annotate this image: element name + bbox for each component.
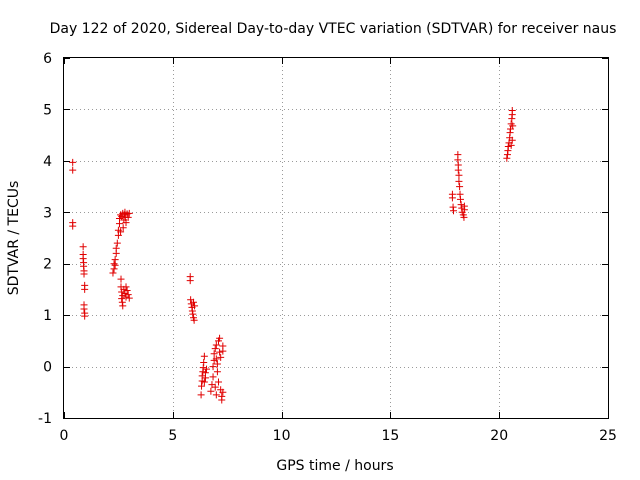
- data-point: [117, 275, 125, 283]
- data-point: [123, 286, 131, 294]
- data-point: [69, 166, 77, 174]
- data-point: [109, 269, 117, 277]
- data-point: [122, 283, 130, 291]
- y-axis-label: SDTVAR / TECUs: [6, 181, 22, 296]
- data-point: [503, 154, 511, 162]
- data-point: [455, 177, 463, 185]
- data-point: [119, 224, 127, 232]
- x-tick-label: 20: [490, 428, 508, 444]
- data-point: [455, 171, 463, 179]
- data-point: [197, 391, 205, 399]
- data-point: [217, 353, 225, 361]
- y-tick-label: 4: [43, 154, 52, 170]
- x-tick-label: 15: [381, 428, 399, 444]
- data-point: [125, 294, 133, 302]
- x-tick-label: 0: [60, 428, 69, 444]
- data-points: [69, 106, 517, 404]
- data-point: [448, 194, 456, 202]
- data-point: [189, 298, 197, 306]
- data-point: [189, 310, 197, 318]
- data-point: [201, 369, 209, 377]
- x-tick-label: 5: [168, 428, 177, 444]
- y-tick-label: -1: [38, 411, 52, 427]
- data-point: [203, 365, 211, 373]
- data-point: [219, 388, 227, 396]
- data-point: [190, 316, 198, 324]
- data-point: [124, 213, 132, 221]
- data-point: [186, 277, 194, 285]
- data-point: [212, 341, 220, 349]
- data-point: [200, 358, 208, 366]
- data-point: [122, 219, 130, 227]
- data-point: [219, 342, 227, 350]
- data-point: [110, 260, 118, 268]
- data-point: [456, 195, 464, 203]
- data-point: [119, 302, 127, 310]
- data-point: [198, 382, 206, 390]
- data-point: [507, 141, 515, 149]
- data-point: [80, 270, 88, 278]
- data-point: [81, 285, 89, 293]
- y-tick-label: 6: [43, 51, 52, 67]
- data-point: [454, 166, 462, 174]
- data-point: [79, 243, 87, 251]
- data-point: [457, 201, 465, 209]
- data-point: [213, 368, 221, 376]
- y-tick-label: 3: [43, 205, 52, 221]
- x-axis-label: GPS time / hours: [276, 458, 393, 474]
- data-point: [218, 396, 226, 404]
- data-point: [125, 209, 133, 217]
- data-point: [200, 352, 208, 360]
- data-point: [124, 291, 132, 299]
- chart-title: Day 122 of 2020, Sidereal Day-to-day VTE…: [50, 21, 617, 37]
- data-point: [212, 391, 220, 399]
- data-point: [207, 387, 215, 395]
- data-point: [69, 222, 77, 230]
- data-point: [216, 348, 224, 356]
- y-tick-label: 1: [43, 308, 52, 324]
- data-point: [191, 302, 199, 310]
- y-tick-label: 2: [43, 257, 52, 273]
- data-point: [509, 122, 517, 130]
- data-point: [111, 261, 119, 269]
- data-point: [450, 207, 458, 215]
- x-tick-label: 25: [599, 428, 617, 444]
- y-tick-label: 0: [43, 360, 52, 376]
- data-point: [214, 378, 222, 386]
- data-point: [460, 213, 468, 221]
- data-point: [508, 106, 516, 114]
- data-point: [81, 312, 89, 320]
- y-tick-label: 5: [43, 102, 52, 118]
- data-point: [119, 209, 127, 217]
- data-point: [112, 244, 120, 252]
- data-point: [117, 228, 125, 236]
- plot-frame: [63, 57, 609, 419]
- data-point: [200, 378, 208, 386]
- data-point: [213, 360, 221, 368]
- x-tick-label: 10: [273, 428, 291, 444]
- data-point: [211, 345, 219, 353]
- data-point: [118, 212, 126, 220]
- data-point: [80, 305, 88, 313]
- axis-ticks: 0 5 10 15 20 25 -1 0 1 2 3 4 5 6: [38, 51, 617, 444]
- data-point: [211, 383, 219, 391]
- data-point: [210, 350, 218, 358]
- data-point: [209, 373, 217, 381]
- data-point: [209, 363, 217, 371]
- data-point: [212, 355, 220, 363]
- data-point: [456, 183, 464, 191]
- grid-lines: [64, 58, 608, 418]
- data-point: [216, 334, 224, 342]
- data-point: [113, 239, 121, 247]
- data-point: [69, 158, 77, 166]
- data-point: [508, 136, 516, 144]
- data-point: [118, 295, 126, 303]
- data-point: [460, 202, 468, 210]
